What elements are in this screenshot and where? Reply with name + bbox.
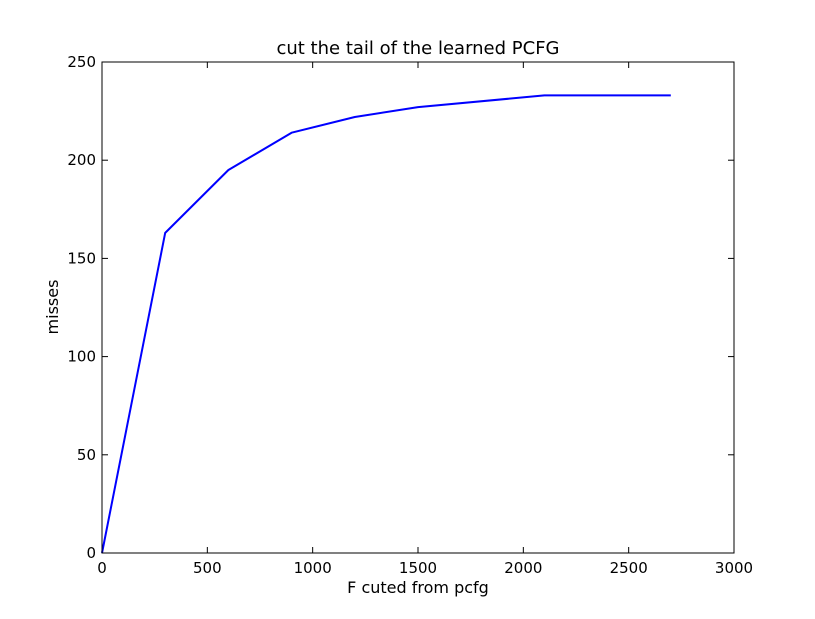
y-tick-label: 250 [67, 53, 96, 71]
x-tick-label: 1500 [399, 559, 437, 577]
x-tick-label: 0 [97, 559, 107, 577]
y-tick-label: 0 [86, 544, 96, 562]
x-axis-label: F cuted from pcfg [347, 578, 489, 597]
y-tick-label: 150 [67, 249, 96, 267]
y-axis-label: misses [43, 280, 62, 335]
y-tick-label: 200 [67, 151, 96, 169]
x-tick-label: 3000 [715, 559, 753, 577]
x-tick-label: 2000 [504, 559, 542, 577]
chart-title: cut the tail of the learned PCFG [276, 38, 559, 59]
series-line [101, 94, 671, 554]
plot-layer [101, 94, 671, 554]
y-tick-label: 100 [67, 348, 96, 366]
x-tick-label: 1000 [294, 559, 332, 577]
ticks-layer: 0 500 1000 1500 2000 2500 3000 0 50 100 150 200 250 [67, 53, 753, 577]
x-tick-label: 500 [193, 559, 222, 577]
y-tick-label: 50 [77, 446, 96, 464]
x-tick-label: 2500 [610, 559, 648, 577]
